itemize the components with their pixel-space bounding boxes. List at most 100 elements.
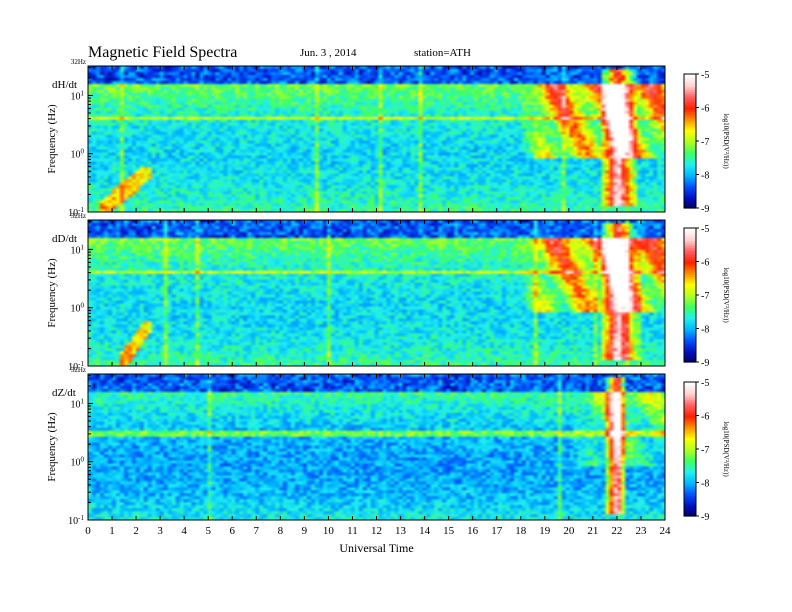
colorbar-tick-label: -5 [701,378,709,389]
colorbar-swatch [684,85,696,88]
x-tick-label: 1 [109,525,115,537]
colorbar-swatch [684,138,696,142]
colorbar-tick-label: -6 [701,104,709,115]
colorbar-swatch [684,444,696,448]
colorbar-swatch [684,190,696,193]
colorbar-swatch [684,301,696,305]
colorbar-swatch [684,507,696,510]
colorbar-swatch [684,310,696,314]
colorbar-swatch [684,292,696,296]
colorbar-swatch [684,299,696,303]
y-axis-label: Frequency (Hz) [46,258,58,328]
x-tick-label: 22 [611,525,622,537]
colorbar-swatch [684,120,696,124]
colorbar-swatch [684,161,696,164]
colorbar-tick-label: -8 [701,479,709,490]
colorbar-swatch [684,328,696,332]
x-tick-label: 19 [539,525,551,537]
colorbar-swatch [684,419,696,423]
colorbar-swatch [684,272,696,276]
colorbar-swatch [684,500,696,504]
colorbar-swatch [684,158,696,162]
colorbar-swatch [684,259,696,263]
colorbar-tick-label: -7 [701,445,709,456]
x-tick-label: 11 [347,525,358,537]
y-tick-label: 100 [71,456,85,469]
x-tick-label: 10 [323,525,335,537]
colorbar-swatch [684,185,696,189]
spectrogram-image [88,66,665,212]
top-frequency-label: 32Hz [71,366,86,374]
colorbar-tick-label: -7 [701,291,709,302]
colorbar-tick-label: -9 [701,204,709,215]
colorbar-swatch [684,386,696,390]
colorbar-swatch [684,406,696,410]
colorbar-swatch [684,317,696,321]
colorbar-swatch [684,359,696,363]
colorbar-swatch [684,390,696,394]
x-tick-label: 4 [181,525,187,537]
colorbar-swatch [684,176,696,180]
colorbar-swatch [684,312,696,316]
colorbar-swatch [684,236,696,240]
colorbar-swatch [684,114,696,118]
colorbar-swatch [684,486,696,490]
colorbar-swatch [684,286,696,289]
colorbar-swatch [684,478,696,481]
colorbar-swatch [684,451,696,455]
chart-date: Jun. 3 , 2014 [300,47,357,59]
spectrogram-image [88,220,665,366]
colorbar-tick-label: -5 [701,70,709,81]
colorbar-swatch [684,118,696,122]
colorbar-swatch [684,152,696,155]
colorbar-swatch [684,123,696,126]
colorbar-swatch [684,464,696,468]
colorbar-swatch [684,239,696,242]
y-tick-label: 101 [71,243,85,256]
colorbar-swatch [684,442,696,446]
colorbar-swatch [684,346,696,350]
colorbar-swatch [684,295,696,298]
x-tick-label: 23 [635,525,647,537]
colorbar-swatch [684,94,696,97]
colorbar-swatch [684,480,696,484]
colorbar-swatch [684,511,696,515]
colorbar-swatch [684,132,696,135]
colorbar-swatch [684,353,696,356]
colorbar-swatch [684,504,696,508]
x-tick-label: 17 [491,525,503,537]
colorbar-swatch [684,234,696,238]
station-label: station=ATH [414,47,471,59]
colorbar-swatch [684,332,696,336]
colorbar-swatch [684,484,696,488]
colorbar-swatch [684,156,696,160]
x-tick-label: 14 [419,525,431,537]
colorbar-tick-label: -7 [701,137,709,148]
x-tick-label: 12 [371,525,382,537]
panel-label: dD/dt [52,233,77,245]
colorbar-swatch [684,103,696,106]
colorbar-swatch [684,324,696,327]
colorbar-swatch [684,330,696,334]
colorbar-tick-label: -9 [701,358,709,369]
colorbar-swatch [684,143,696,147]
colorbar-swatch [684,431,696,434]
colorbar-swatch [684,257,696,260]
colorbar-swatch [684,277,696,280]
colorbar-swatch [684,136,696,140]
colorbar-swatch [684,337,696,341]
colorbar-swatch [684,440,696,443]
colorbar-swatch [684,263,696,267]
colorbar-swatch [684,74,696,77]
colorbar-swatch [684,80,696,84]
x-tick-label: 0 [85,525,91,537]
x-tick-label: 6 [230,525,236,537]
colorbar-swatch [684,355,696,359]
colorbar-swatch [684,482,696,486]
colorbar-swatch [684,428,696,432]
colorbar-swatch [684,111,696,115]
